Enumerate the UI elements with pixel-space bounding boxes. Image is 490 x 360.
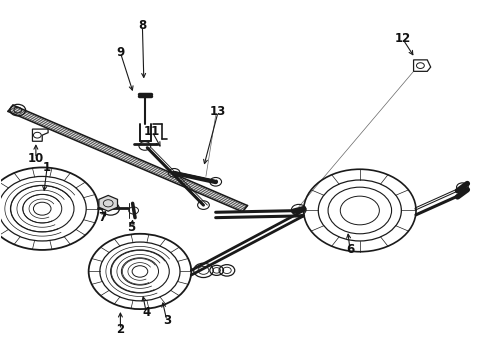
Text: 12: 12	[394, 32, 411, 45]
Text: 8: 8	[138, 19, 147, 32]
Text: 6: 6	[346, 243, 354, 256]
Text: 10: 10	[28, 152, 44, 165]
Text: 4: 4	[142, 306, 150, 319]
Text: 7: 7	[98, 211, 106, 224]
Text: 9: 9	[116, 46, 124, 59]
Text: 13: 13	[210, 105, 226, 118]
Text: 5: 5	[127, 221, 136, 234]
Text: 1: 1	[43, 161, 51, 174]
Text: 2: 2	[116, 323, 124, 336]
Text: 11: 11	[144, 125, 160, 138]
Text: 3: 3	[163, 314, 171, 327]
